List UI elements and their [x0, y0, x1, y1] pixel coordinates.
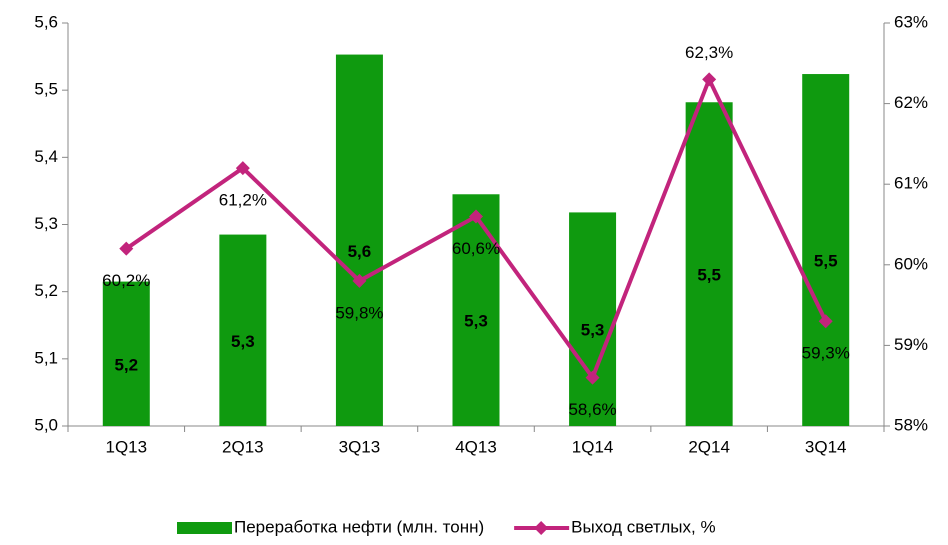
bar: [335, 54, 383, 427]
x-tick-label: 2Q13: [222, 437, 264, 456]
line-marker: [119, 241, 134, 256]
line-value-label: 60,2%: [102, 271, 150, 290]
x-tick-label: 1Q14: [572, 437, 614, 456]
line-value-label: 61,2%: [219, 191, 267, 210]
y-tick-label: 5,1: [34, 348, 58, 367]
y2-tick-label: 62%: [894, 93, 928, 112]
x-tick-label: 1Q13: [105, 437, 147, 456]
bar-value-label: 5,6: [348, 242, 372, 261]
bar: [102, 281, 150, 426]
bar-value-label: 5,2: [114, 355, 138, 374]
bar: [452, 194, 500, 426]
bar: [569, 212, 617, 426]
line-marker: [818, 314, 833, 329]
x-tick-label: 2Q14: [688, 437, 730, 456]
bar-value-label: 5,5: [814, 252, 838, 271]
bar: [685, 102, 733, 427]
bar-value-label: 5,3: [581, 321, 605, 340]
y-tick-label: 5,4: [34, 147, 58, 166]
y2-tick-label: 60%: [894, 254, 928, 273]
line-marker: [469, 209, 483, 224]
bar-value-label: 5,3: [464, 312, 488, 331]
bar-value-label: 5,5: [697, 266, 721, 285]
y-tick-label: 5,5: [34, 80, 58, 99]
line-marker: [585, 370, 600, 385]
y-tick-label: 5,2: [34, 281, 58, 300]
bar: [802, 74, 850, 427]
y-tick-label: 5,6: [34, 12, 58, 31]
y2-tick-label: 59%: [894, 335, 928, 354]
line-marker: [235, 161, 250, 176]
x-tick-label: 3Q13: [339, 437, 381, 456]
legend-swatch: [177, 522, 232, 534]
x-tick-label: 3Q14: [805, 437, 847, 456]
x-tick-label: 4Q13: [455, 437, 497, 456]
line-value-label: 58,6%: [568, 400, 616, 419]
y-tick-label: 5,0: [34, 415, 58, 434]
line-value-label: 59,8%: [335, 303, 383, 322]
y2-tick-label: 63%: [894, 12, 928, 31]
legend-label: Переработка нефти (млн. тонн): [234, 517, 484, 536]
line-marker: [702, 72, 717, 87]
line-marker: [352, 273, 367, 288]
y2-tick-label: 61%: [894, 174, 928, 193]
bar-value-label: 5,3: [231, 332, 255, 351]
bar: [219, 234, 267, 426]
line-value-label: 59,3%: [802, 344, 850, 363]
line-value-label: 60,6%: [452, 239, 500, 258]
line-value-label: 62,3%: [685, 43, 733, 62]
y-tick-label: 5,3: [34, 214, 58, 233]
y2-tick-label: 58%: [894, 415, 928, 434]
legend-label: Выход светлых, %: [571, 517, 715, 536]
legend-marker: [534, 521, 549, 535]
